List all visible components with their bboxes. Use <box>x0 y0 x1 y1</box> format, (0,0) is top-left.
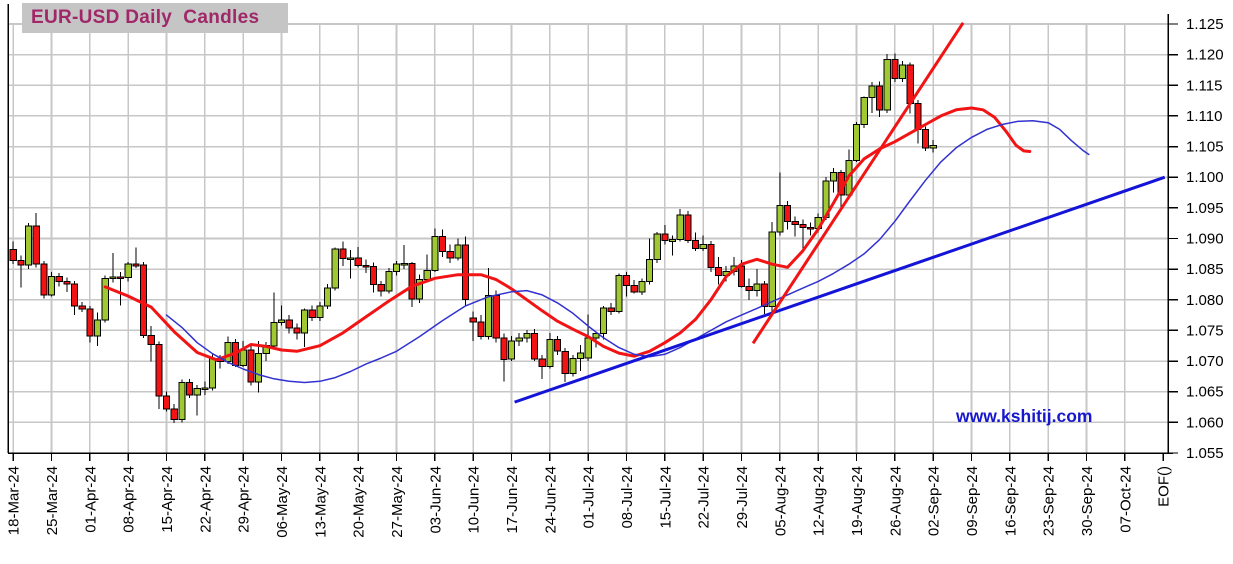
watermark-text: www.kshitij.com <box>956 406 1093 426</box>
x-axis-tick-label: 15-Apr-24 <box>159 466 176 533</box>
y-axis-tick-label: 1.090 <box>1186 231 1224 248</box>
x-axis-tick-label: 26-Aug-24 <box>887 466 904 536</box>
y-axis-tick-label: 1.120 <box>1186 47 1224 64</box>
x-axis-tick-label: 30-Sep-24 <box>1079 466 1096 536</box>
chart-title: EUR-USD Daily Candles <box>22 3 288 33</box>
x-axis-tick-label: 18-Mar-24 <box>6 466 23 535</box>
y-axis-tick-label: 1.085 <box>1186 261 1224 278</box>
y-axis-tick-label: 1.110 <box>1186 108 1222 125</box>
y-axis-tick-label: 1.060 <box>1186 414 1224 431</box>
x-axis-tick-label: 10-Jun-24 <box>466 466 483 534</box>
x-axis-tick-label: 02-Sep-24 <box>926 466 943 536</box>
y-axis-tick-label: 1.070 <box>1186 353 1224 370</box>
x-axis-tick-label: 16-Sep-24 <box>1002 466 1019 536</box>
x-axis-tick-label: 07-Oct-24 <box>1117 466 1134 533</box>
x-axis-tick-label: 29-Apr-24 <box>236 466 253 533</box>
x-axis-tick-label: 08-Jul-24 <box>619 466 636 529</box>
y-axis-tick-label: 1.075 <box>1186 322 1224 339</box>
x-axis-tick-label: 05-Aug-24 <box>772 466 789 536</box>
x-axis-tick-label: 17-Jun-24 <box>504 466 521 534</box>
y-axis-tick-label: 1.095 <box>1186 200 1224 217</box>
x-axis-tick-label: 12-Aug-24 <box>811 466 828 536</box>
x-axis-tick-label: 03-Jun-24 <box>427 466 444 534</box>
x-axis-tick-label: 01-Jul-24 <box>581 466 598 529</box>
x-axis-tick-label: 25-Mar-24 <box>44 466 61 535</box>
x-axis-tick-label: 24-Jun-24 <box>542 466 559 534</box>
x-axis-tick-label: 20-May-24 <box>351 466 368 538</box>
x-axis-tick-label: 23-Sep-24 <box>1041 466 1058 536</box>
x-axis-tick-label: 27-May-24 <box>389 466 406 538</box>
x-axis-tick-label: 22-Jul-24 <box>696 466 713 529</box>
x-axis-tick-label: 01-Apr-24 <box>82 466 99 533</box>
y-axis-tick-label: 1.080 <box>1186 292 1224 309</box>
x-axis-tick-label: 09-Sep-24 <box>964 466 981 536</box>
x-axis-tick-label: 22-Apr-24 <box>197 466 214 533</box>
y-axis-tick-label: 1.105 <box>1186 139 1224 156</box>
y-axis-tick-label: 1.125 <box>1186 16 1224 33</box>
y-axis-tick-label: 1.065 <box>1186 384 1224 401</box>
y-axis-tick-label: 1.100 <box>1186 169 1224 186</box>
x-axis-tick-label: 19-Aug-24 <box>849 466 866 536</box>
x-axis-tick-label: 08-Apr-24 <box>121 466 138 533</box>
x-axis-tick-label: 06-May-24 <box>274 466 291 538</box>
y-axis-tick-label: 1.055 <box>1186 445 1224 462</box>
y-axis-tick-label: 1.115 <box>1186 77 1222 94</box>
x-axis-tick-label: EOF() <box>1156 466 1173 507</box>
x-axis-tick-label: 29-Jul-24 <box>734 466 751 529</box>
x-axis-tick-label: 15-Jul-24 <box>657 466 674 529</box>
x-axis-tick-label: 13-May-24 <box>312 466 329 538</box>
